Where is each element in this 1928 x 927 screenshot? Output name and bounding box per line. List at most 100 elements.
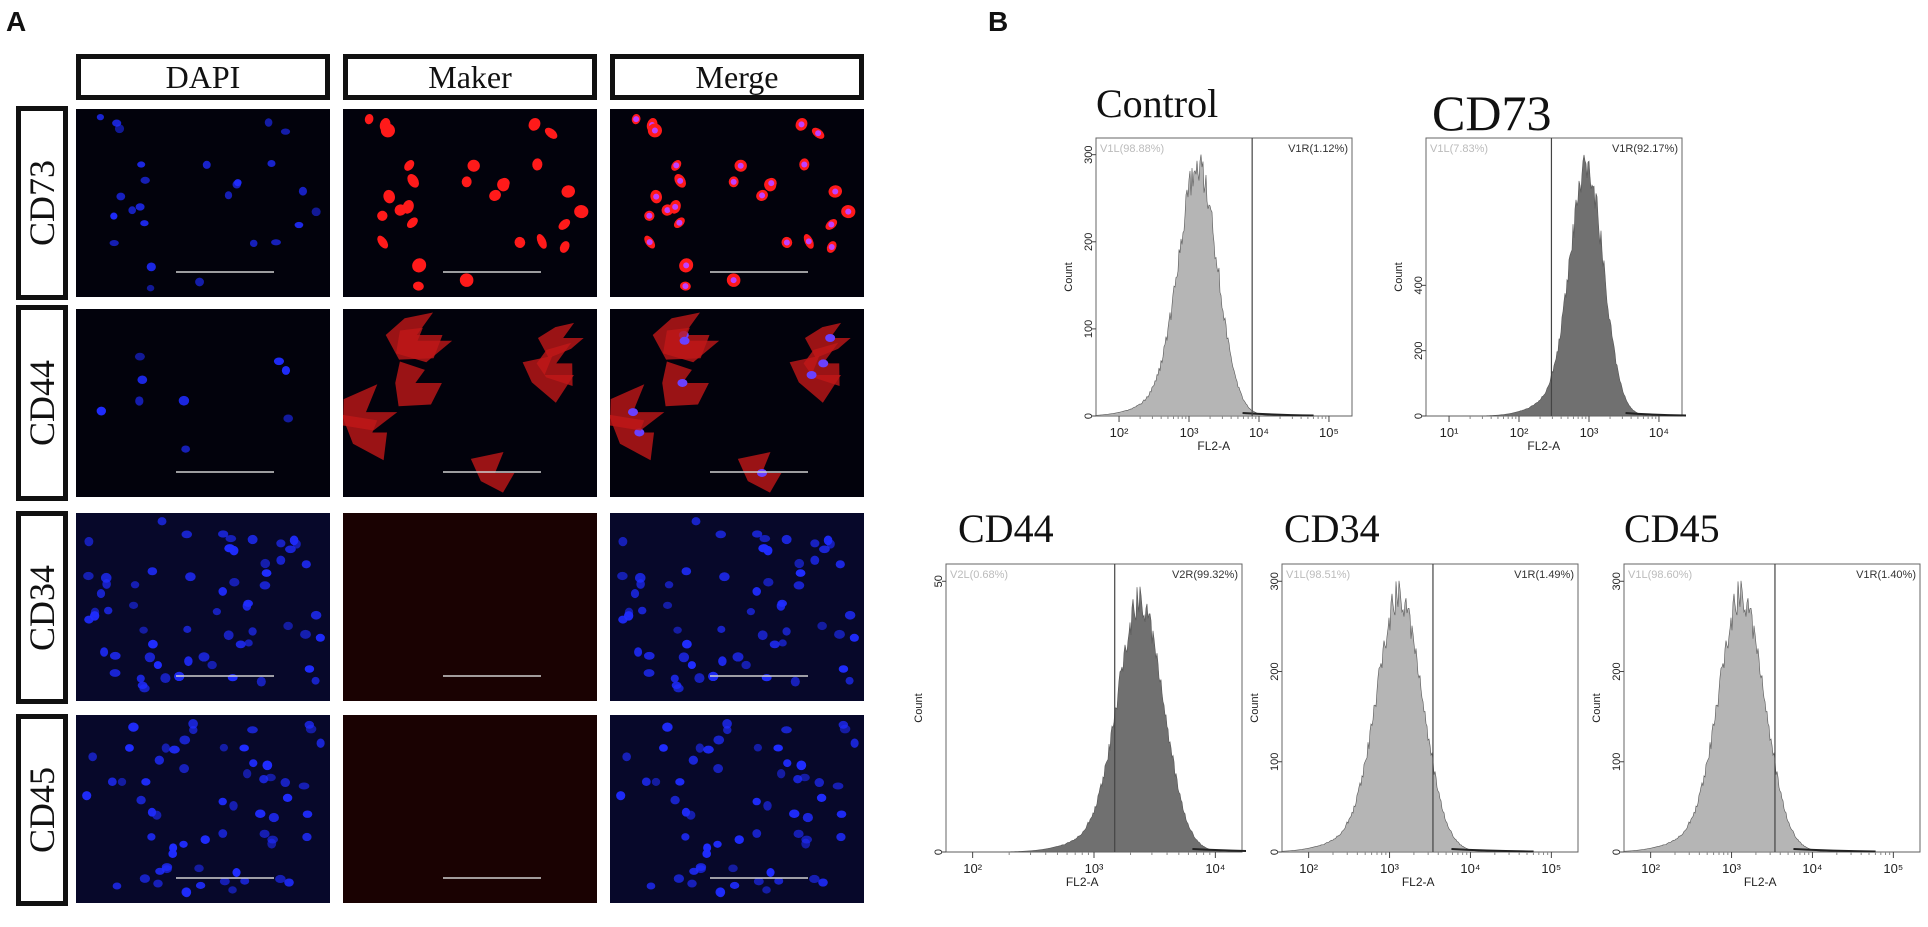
nucleus — [271, 239, 281, 246]
micrograph-cd73-merge — [610, 109, 864, 297]
nucleus — [244, 639, 253, 647]
nucleus — [285, 545, 296, 554]
y-tick-label: 0 — [1413, 413, 1425, 419]
nucleus — [109, 651, 121, 660]
x-tick-label: 10² — [963, 861, 982, 876]
y-tick-label: 0 — [1269, 849, 1281, 855]
nucleus — [181, 530, 193, 539]
nucleus — [157, 517, 167, 526]
nucleus — [638, 606, 647, 615]
nucleus — [294, 221, 304, 229]
nucleus — [194, 864, 204, 873]
nucleus — [763, 578, 774, 587]
nucleus — [794, 558, 805, 569]
nucleus — [160, 673, 171, 684]
nucleus — [135, 203, 145, 211]
nucleus — [683, 262, 690, 269]
nucleus — [311, 676, 320, 685]
nucleus — [229, 800, 238, 811]
marker-cell — [537, 322, 584, 358]
nucleus — [634, 647, 643, 657]
marker-cell — [377, 210, 388, 221]
nucleus — [139, 874, 150, 883]
nucleus — [83, 571, 94, 581]
marker-cell — [544, 127, 558, 139]
nucleus — [136, 674, 145, 683]
nucleus — [646, 239, 653, 246]
nucleus — [255, 809, 266, 819]
nucleus — [219, 743, 229, 752]
nucleus — [653, 193, 660, 200]
y-tick-label: 0 — [1083, 413, 1095, 419]
micrograph-background — [76, 109, 330, 297]
nucleus — [722, 718, 732, 729]
nucleus — [310, 610, 322, 620]
marker-cell — [514, 236, 526, 248]
histogram-tail — [1242, 412, 1314, 417]
nucleus — [178, 395, 190, 406]
nucleus — [715, 530, 727, 539]
nucleus — [783, 239, 790, 246]
gate-left-label: V1L(98.51%) — [1286, 569, 1350, 581]
nucleus — [673, 874, 684, 883]
nucleus — [732, 652, 744, 662]
nucleus — [300, 629, 311, 639]
nucleus — [218, 797, 227, 806]
micrograph-background — [76, 309, 330, 497]
marker-cell — [574, 205, 589, 219]
nucleus — [741, 660, 751, 670]
nucleus — [762, 886, 771, 894]
nucleus — [240, 877, 250, 885]
row-label-text: CD34 — [22, 564, 62, 651]
gate-right-label: V1R(1.12%) — [1288, 143, 1348, 155]
nucleus — [717, 625, 726, 633]
x-tick-label: 10⁴ — [1649, 425, 1669, 440]
nucleus — [247, 726, 258, 734]
nucleus — [799, 773, 810, 782]
nucleus — [634, 428, 645, 437]
nucleus — [161, 863, 173, 871]
nucleus — [643, 651, 655, 660]
histogram-tail — [1451, 848, 1534, 853]
nucleus — [801, 838, 811, 849]
nucleus — [752, 829, 762, 838]
x-tick-label: 10⁴ — [1460, 861, 1480, 876]
nucleus — [137, 681, 148, 690]
x-tick-label: 10² — [1299, 861, 1318, 876]
nucleus — [802, 812, 813, 823]
histogram-control: V1L(98.88%) V1R(1.12%) 10² 10³ 10⁴ 10⁵ FL2-A 0 1… — [1063, 137, 1353, 453]
nucleus — [753, 743, 763, 752]
marker-cell — [364, 113, 374, 125]
nucleus — [671, 681, 682, 690]
nucleus — [243, 769, 252, 779]
nucleus — [686, 810, 696, 820]
nucleus — [134, 352, 145, 361]
nucleus — [147, 567, 158, 576]
nucleus — [781, 726, 792, 734]
row-label-text: CD44 — [22, 359, 62, 447]
nucleus — [109, 669, 121, 677]
nucleus — [304, 665, 315, 673]
nucleus — [282, 793, 293, 803]
histogram-cd73: V1L(7.83%) V1R(92.17%) 10¹ 10² 10³ 10⁴ FL2-A 0 2… — [1393, 137, 1686, 453]
marker-cell — [406, 217, 418, 229]
nucleus — [777, 599, 787, 607]
y-tick-label: 300 — [1083, 146, 1095, 164]
nucleus — [96, 113, 104, 121]
nucleus — [223, 630, 234, 641]
nucleus — [798, 121, 805, 128]
nucleus — [752, 797, 761, 806]
nucleus — [682, 283, 689, 290]
micrograph-background — [610, 513, 864, 701]
column-header-maker: Maker — [343, 54, 597, 100]
y-axis-label: Count — [1063, 262, 1075, 291]
nucleus — [168, 849, 178, 859]
nucleus — [646, 212, 653, 219]
nucleus — [643, 669, 655, 677]
marker-cell — [558, 219, 571, 230]
nucleus — [663, 601, 673, 609]
nucleus — [100, 572, 112, 583]
marker-cell — [610, 384, 665, 431]
nucleus — [834, 629, 845, 639]
nucleus — [183, 625, 192, 633]
